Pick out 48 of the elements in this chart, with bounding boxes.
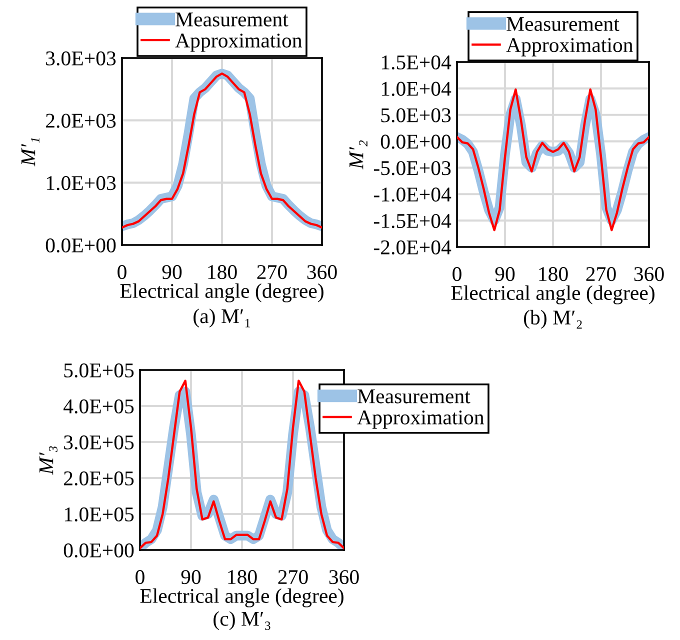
y-tick-label: -1.5E+04 <box>374 214 452 228</box>
legend-label: Approximation <box>175 34 302 52</box>
y-tick-label: 1.0E+04 <box>382 82 452 96</box>
y-tick-label: -1.0E+04 <box>374 188 452 202</box>
y-tick-label: 2.0E+03 <box>46 114 116 128</box>
y-tick-label: 0.0E+00 <box>380 134 451 149</box>
y-tick-label: 3.0E+03 <box>46 51 116 66</box>
legend-label: Measurement <box>358 390 470 404</box>
x-tick-label: 90 <box>162 265 182 280</box>
x-tick-label: 180 <box>208 265 237 280</box>
x-tick-label: 0 <box>118 265 126 280</box>
y-axis-title: M′₃ <box>39 446 58 475</box>
x-tick-label: 360 <box>329 570 359 584</box>
y-tick-label: 1.0E+03 <box>46 176 116 190</box>
y-axis-title: M′₂ <box>350 140 368 170</box>
y-tick-label: 5.0E+03 <box>381 108 451 122</box>
x-axis-title: Electrical angle (degree) <box>140 588 344 608</box>
y-tick-label: -5.0E+03 <box>374 161 451 176</box>
text: (b) M′₂ <box>524 310 582 329</box>
text: (c) M′₃ <box>214 611 270 630</box>
x-tick-label: 90 <box>181 570 201 584</box>
legend-label: Approximation <box>506 38 633 56</box>
y-axis-title: M′₁ <box>21 138 40 166</box>
x-tick-label: 270 <box>586 267 616 282</box>
y-tick-label: 0.0E+00 <box>46 238 116 253</box>
x-tick-label: 0 <box>136 570 144 584</box>
y-tick-label: -2.0E+04 <box>374 240 452 255</box>
y-tick-label: 2.0E+05 <box>64 471 134 486</box>
legend-label: Measurement <box>506 17 620 32</box>
x-axis-title: Electrical angle (degree) <box>120 283 324 302</box>
y-tick-label: 5.0E+05 <box>64 363 134 378</box>
x-tick-label: 270 <box>257 265 287 280</box>
legend-label: Measurement <box>176 12 288 26</box>
text: (a) M′₁ <box>194 308 250 328</box>
x-tick-label: 90 <box>495 267 515 282</box>
y-tick-label: 3.0E+05 <box>64 435 134 450</box>
x-tick-label: 180 <box>228 570 257 584</box>
x-tick-label: 180 <box>539 267 568 282</box>
x-tick-label: 0 <box>452 267 462 282</box>
legend-label: Approximation <box>357 410 484 429</box>
x-tick-label: 360 <box>634 267 664 282</box>
y-tick-label: 0.0E+00 <box>64 543 134 558</box>
y-tick-label: 1.5E+04 <box>382 55 452 70</box>
x-tick-label: 270 <box>278 570 308 584</box>
y-tick-label: 4.0E+05 <box>64 399 134 414</box>
x-axis-title: Electrical angle (degree) <box>451 285 654 304</box>
x-tick-label: 360 <box>307 265 337 280</box>
y-tick-label: 1.0E+05 <box>64 507 134 522</box>
